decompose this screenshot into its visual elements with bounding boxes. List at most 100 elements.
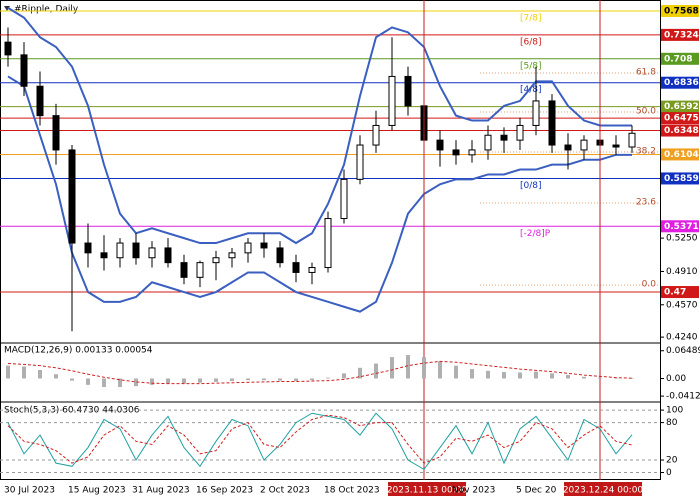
indicator-line	[7, 360, 633, 385]
murrey-label: [-2/8]P	[520, 229, 551, 239]
y-tick-label: -0.04123	[666, 392, 700, 402]
candle-body	[20, 54, 28, 87]
candle-body	[276, 247, 284, 264]
candle-body	[452, 149, 460, 156]
indicator-line	[7, 6, 632, 245]
candle-body	[564, 144, 572, 151]
price-label-box	[661, 124, 699, 137]
price-label-box	[661, 172, 699, 185]
candle-body	[244, 242, 252, 254]
y-tick-label: 20	[666, 456, 678, 466]
price-label: 0.6475	[664, 114, 699, 124]
candle-body	[180, 262, 188, 278]
candle-body	[372, 124, 380, 146]
candle-body	[4, 41, 12, 56]
candle-body	[100, 252, 108, 259]
macd-bar	[278, 378, 282, 381]
macd-bar	[470, 369, 474, 379]
price-label-box	[661, 28, 699, 41]
macd-bar	[182, 378, 186, 384]
macd-bar	[6, 365, 10, 379]
macd-bar	[582, 376, 586, 379]
price-label-box	[661, 4, 699, 17]
indicator-line	[7, 412, 633, 471]
y-tick-label: 100	[666, 406, 683, 416]
date-highlight	[564, 482, 642, 496]
y-tick-label: 0.4240	[666, 333, 698, 343]
candle-body	[532, 100, 540, 126]
price-label: 0.47	[664, 288, 686, 298]
price-label-box	[661, 52, 699, 65]
x-tick-label: 5 Dec 20	[516, 486, 557, 496]
y-tick-label: 0.4570	[666, 300, 698, 310]
y-tick-label: 0.4910	[666, 267, 698, 277]
macd-bar	[390, 357, 394, 379]
y-tick-label: 0.06489	[666, 346, 700, 356]
candle-body	[292, 262, 300, 273]
candle-body	[148, 247, 156, 259]
y-tick-label: 80	[666, 418, 678, 428]
macd-bar	[374, 363, 378, 379]
macd-bar	[438, 361, 442, 379]
macd-bar	[422, 357, 426, 379]
macd-bar	[358, 367, 362, 379]
y-tick-label: 0	[666, 468, 672, 478]
macd-bar	[630, 377, 634, 379]
candle-body	[468, 149, 476, 156]
macd-bar	[150, 378, 154, 385]
candle-body	[52, 115, 60, 151]
fib-label: 61.8	[636, 68, 656, 78]
fib-label: 38.2	[636, 146, 656, 156]
fib-label: 23.6	[636, 198, 656, 208]
murrey-label: [0/8]	[520, 181, 542, 191]
price-label: 0.6104	[664, 150, 699, 160]
macd-bar	[342, 373, 346, 379]
candle-body	[132, 242, 140, 259]
candle-body	[116, 242, 124, 259]
candle-body	[404, 75, 412, 107]
candle-body	[612, 144, 620, 148]
candle-body	[212, 257, 220, 264]
candle-body	[628, 132, 636, 148]
price-label-box	[661, 148, 699, 161]
price-label-box	[661, 76, 699, 89]
macd-bar	[406, 354, 410, 379]
price-label: 0.6348	[664, 126, 699, 136]
candle-body	[228, 252, 236, 259]
murrey-label: [6/8]	[520, 37, 542, 47]
candle-body	[484, 134, 492, 151]
candle-body	[500, 134, 508, 141]
macd-bar	[518, 372, 522, 379]
x-tick-label: 18 Oct 2023	[324, 486, 380, 496]
x-tick-label: 15 Aug 2023	[68, 486, 126, 496]
plot-frame	[0, 0, 661, 480]
candle-body	[516, 124, 524, 141]
murrey-label: [5/8]	[520, 61, 542, 71]
candle-body	[436, 139, 444, 151]
macd-bar	[566, 375, 570, 379]
fib-label: 0.0	[642, 280, 657, 290]
candle-body	[36, 85, 44, 117]
murrey-label: [4/8]	[520, 85, 542, 95]
macd-bar	[38, 369, 42, 379]
price-label-box	[661, 220, 699, 233]
macd-bar	[102, 378, 106, 388]
macd-bar	[246, 378, 250, 381]
macd-bar	[214, 378, 218, 382]
macd-bar	[294, 378, 298, 382]
price-label-box	[661, 100, 699, 113]
macd-bar	[134, 378, 138, 387]
y-tick-label: 0.00	[666, 374, 686, 384]
macd-bar	[166, 378, 170, 384]
chart-title: #Ripple, Daily	[14, 5, 79, 15]
candle-body	[548, 100, 556, 146]
macd-bar	[230, 378, 234, 382]
macd-bar	[550, 373, 554, 379]
price-label: 0.7568	[664, 6, 699, 16]
fib-label: 50.0	[636, 107, 656, 117]
candle-body	[324, 218, 332, 269]
macd-bar	[534, 371, 538, 379]
candle-body	[388, 75, 396, 126]
x-tick-label: 31 Aug 2023	[132, 486, 190, 496]
